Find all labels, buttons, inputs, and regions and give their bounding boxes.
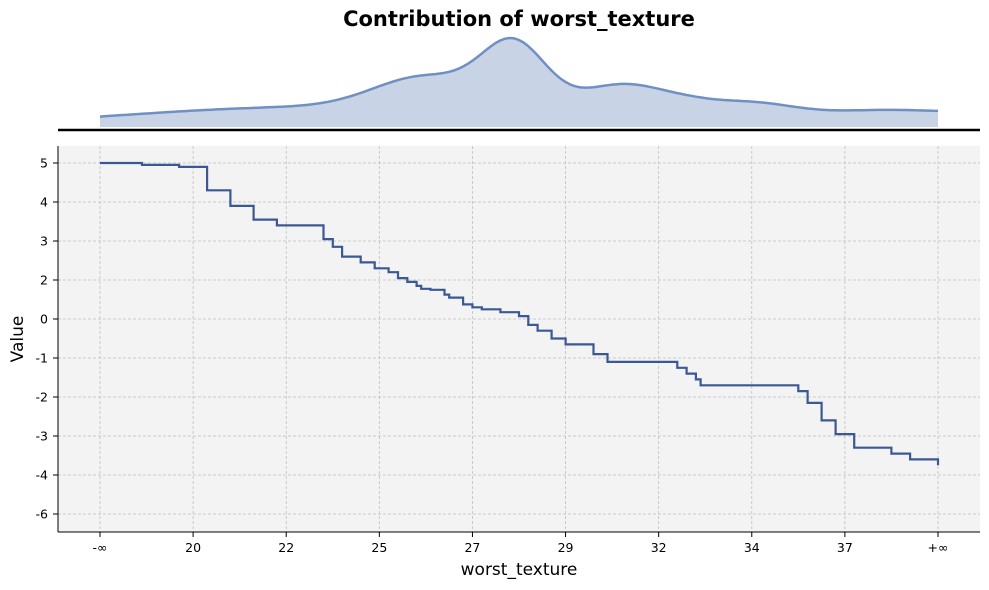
x-tick-label: 20: [185, 540, 201, 555]
density-area: [100, 38, 938, 127]
x-ticks: -∞ 20 22 25 27 29 32 34 37 +∞: [93, 532, 949, 555]
plot-area: [58, 146, 980, 532]
chart-title: Contribution of worst_texture: [343, 7, 695, 31]
density-panel: [99, 36, 939, 127]
y-tick-label: 5: [40, 156, 48, 171]
y-tick-label: 0: [40, 312, 48, 327]
y-axis-label: Value: [8, 316, 28, 363]
x-tick-label: 25: [371, 540, 387, 555]
y-tick-label: -3: [36, 429, 48, 444]
step-line: [100, 161, 940, 466]
x-tick-label: 37: [837, 540, 853, 555]
y-tick-label: -1: [36, 351, 48, 366]
y-tick-label: -4: [36, 468, 49, 483]
density-curve: [99, 36, 939, 118]
y-ticks: 5 4 3 2 0 -1 -2 -3 -4 -6: [36, 156, 58, 522]
y-tick-label: 3: [40, 234, 48, 249]
y-tick-label: 4: [40, 195, 48, 210]
x-tick-label: +∞: [928, 540, 949, 555]
y-tick-label: 2: [40, 273, 48, 288]
x-axis-label: worst_texture: [461, 560, 578, 580]
line-series: [100, 161, 940, 466]
y-tick-label: -6: [36, 507, 49, 522]
x-tick-label: 29: [558, 540, 574, 555]
x-tick-label: 22: [278, 540, 294, 555]
x-tick-label: 32: [651, 540, 667, 555]
y-tick-label: -2: [36, 390, 48, 405]
x-tick-label: 27: [464, 540, 480, 555]
x-tick-label: -∞: [93, 540, 108, 555]
x-tick-label: 34: [744, 540, 760, 555]
